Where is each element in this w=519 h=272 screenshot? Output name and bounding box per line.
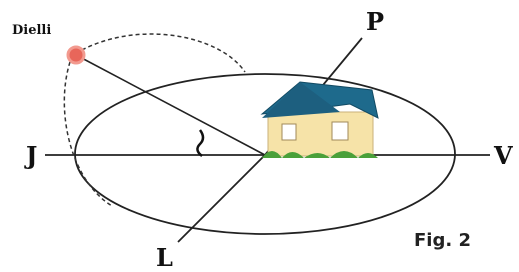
- sun: [68, 47, 84, 63]
- sun-path-upper: [82, 34, 245, 72]
- east-label: V: [493, 141, 513, 170]
- sun-ray: [76, 55, 265, 155]
- figure-caption: Fig. 2: [414, 230, 471, 251]
- diagram: Dielli P J V L Fig. 2: [0, 0, 519, 272]
- sun-label: Dielli: [12, 23, 51, 38]
- north-label: P: [366, 7, 384, 36]
- house: [262, 82, 378, 158]
- west-label: J: [24, 141, 37, 170]
- south-line: [178, 155, 265, 242]
- angle-mark: [197, 130, 203, 156]
- south-label: L: [156, 243, 173, 272]
- page: Dielli P J V L Fig. 2 (() => { const dat…: [0, 0, 519, 272]
